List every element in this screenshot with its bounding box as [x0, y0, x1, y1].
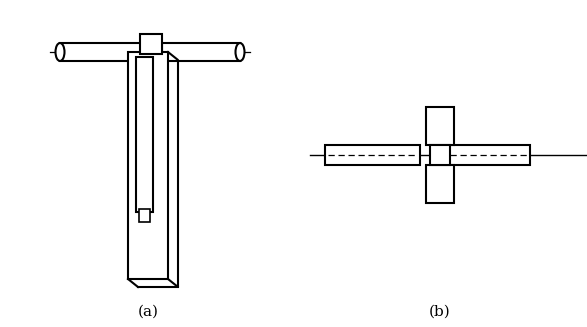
Bar — [136, 57, 153, 212]
Ellipse shape — [235, 43, 245, 61]
Bar — [140, 34, 162, 54]
Bar — [162, 43, 240, 61]
Text: (a): (a) — [137, 305, 158, 319]
Ellipse shape — [56, 43, 65, 61]
Text: (b): (b) — [429, 305, 451, 319]
Bar — [438, 145, 530, 165]
Bar — [426, 107, 454, 145]
Bar — [430, 145, 450, 165]
Bar — [128, 52, 168, 279]
Bar — [325, 145, 420, 165]
Bar — [139, 209, 150, 222]
Bar — [60, 43, 148, 61]
Bar — [426, 165, 454, 203]
